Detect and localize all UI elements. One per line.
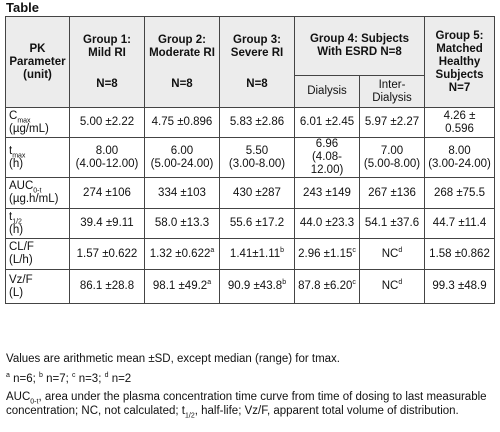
table-cell: 2.96 ±1.15c (294, 238, 360, 270)
table-cell: 54.1 ±37.6 (358, 208, 426, 239)
group1-label: Group 1: Mild RI (83, 33, 131, 59)
param-cell: AUC0-t (µg.h/mL) (5, 177, 70, 209)
table-cell: 8.00 (3.00-24.00) (424, 137, 496, 178)
param-cell: t1/2 (h) (5, 208, 70, 239)
table-cell: 98.1 ±49.2a (144, 269, 220, 304)
table-cell: 44.7 ±11.4 (424, 208, 496, 239)
header-param: PK Parameter (unit) (5, 16, 70, 108)
group2-n: N=8 (171, 77, 193, 90)
table-cell: 5.00 ±2.22 (69, 107, 145, 138)
param-cell: CL/F (L/h) (5, 238, 70, 270)
param-cell: tmax (h) (5, 137, 70, 178)
header-inter-dialysis: Inter-Dialysis (358, 75, 426, 108)
table-cell: NCd (358, 269, 426, 304)
table-cell: 7.00 (5.00-8.00) (358, 137, 426, 178)
table-row: tmax (h) 8.00 (4.00-12.00) 6.00 (5.00-24.00… (5, 137, 496, 178)
table-cell: 4.75 ±0.896 (144, 107, 220, 138)
group5-label: Group 5: Matched Healthy Subjects (435, 29, 484, 81)
param-cell: Cmax (µg/mL) (5, 107, 70, 138)
table-cell: 86.1 ±28.8 (69, 269, 145, 304)
param-cell: Vz/F (L) (5, 269, 70, 304)
group2-label: Group 2: Moderate RI (149, 33, 215, 59)
table-cell: 1.32 ±0.622a (144, 238, 220, 270)
table-cell: 6.96 (4.08-12.00) (294, 137, 360, 178)
table-cell: 6.01 ±2.45 (294, 107, 360, 138)
header-group3: Group 3: Severe RI N=8 (219, 16, 295, 108)
footnote-abbrev: AUC0-t, area under the plasma concentrat… (6, 391, 487, 420)
table-cell: 5.97 ±2.27 (358, 107, 426, 138)
header-group5: Group 5: Matched Healthy Subjects N=7 (424, 16, 496, 108)
table-cell: 58.0 ±13.3 (144, 208, 220, 239)
header-group4: Group 4: Subjects With ESRD N=8 (293, 16, 426, 76)
group3-label: Group 3: Severe RI (230, 33, 284, 59)
header-group1: Group 1: Mild RI N=8 (69, 16, 145, 108)
table-cell: 39.4 ±9.11 (69, 208, 145, 239)
table-cell: 4.26 ± 0.596 (424, 107, 496, 138)
table-row: AUC0-t (µg.h/mL) 274 ±106 334 ±103 430 ±2… (5, 177, 496, 209)
table-cell: 5.50 (3.00-8.00) (219, 137, 295, 178)
footnote-values: Values are arithmetic mean ±SD, except m… (6, 353, 340, 365)
table-cell: NCd (358, 238, 426, 270)
pk-table: PK Parameter (unit) Group 1: Mild RI N=8… (5, 16, 496, 304)
table-row: CL/F (L/h) 1.57 ±0.622 1.32 ±0.622a 1.41±… (5, 238, 496, 270)
table-cell: 8.00 (4.00-12.00) (69, 137, 145, 178)
table-title: Table (6, 0, 39, 15)
table-cell: 430 ±287 (219, 177, 295, 209)
table-row: Vz/F (L) 86.1 ±28.8 98.1 ±49.2a 90.9 ±43.… (5, 269, 496, 304)
table-cell: 55.6 ±17.2 (219, 208, 295, 239)
table-cell: 1.57 ±0.622 (69, 238, 145, 270)
header-dialysis: Dialysis (294, 75, 360, 108)
footnote-n: a n=6; b n=7; c n=3; d n=2 (6, 372, 132, 385)
table-row: Cmax (µg/mL) 5.00 ±2.22 4.75 ±0.896 5.83 … (5, 107, 496, 138)
header-group2: Group 2: Moderate RI N=8 (144, 16, 220, 108)
table-cell: 268 ±75.5 (424, 177, 496, 209)
table-cell: 1.58 ±0.862 (424, 238, 496, 270)
table-cell: 99.3 ±48.9 (424, 269, 496, 304)
group3-n: N=8 (246, 77, 268, 90)
table-cell: 274 ±106 (69, 177, 145, 209)
table-cell: 243 ±149 (294, 177, 360, 209)
table-cell: 44.0 ±23.3 (294, 208, 360, 239)
table-cell: 334 ±103 (144, 177, 220, 209)
table-cell: 5.83 ±2.86 (219, 107, 295, 138)
table-row: t1/2 (h) 39.4 ±9.11 58.0 ±13.3 55.6 ±17.2… (5, 208, 496, 239)
group1-n: N=8 (96, 77, 118, 90)
table-cell: 87.8 ±6.20c (294, 269, 360, 304)
table-cell: 6.00 (5.00-24.00) (144, 137, 220, 178)
table-cell: 1.41±1.11b (219, 238, 295, 270)
table-cell: 90.9 ±43.8b (219, 269, 295, 304)
table-cell: 267 ±136 (358, 177, 426, 209)
group5-n: N=7 (448, 81, 471, 94)
